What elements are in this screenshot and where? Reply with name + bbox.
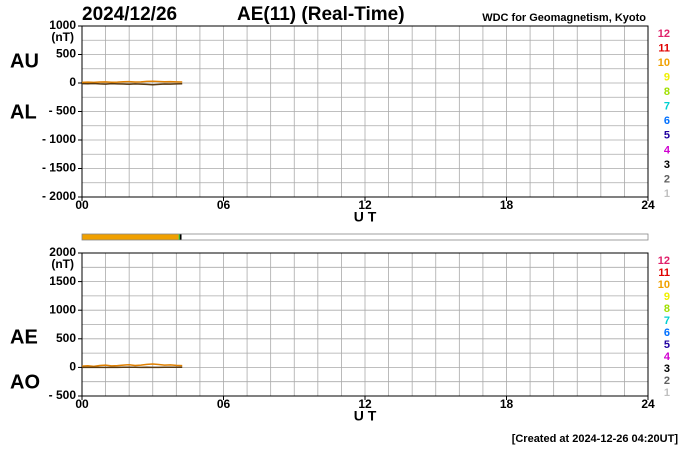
coverage-segment [82, 234, 179, 240]
series-name: AU [10, 50, 39, 72]
station-count: 3 [664, 159, 670, 171]
x-axis-label: U T [354, 209, 377, 225]
y-tick-label: 1000 [49, 18, 76, 32]
station-count: 10 [658, 279, 670, 291]
station-count: 1 [664, 188, 670, 200]
y-tick-label: - 1500 [42, 161, 76, 175]
series-name: AO [10, 371, 40, 393]
x-tick-label: 06 [217, 397, 231, 411]
x-tick-label: 12 [358, 198, 372, 212]
y-tick-label: 0 [69, 75, 76, 89]
station-count: 7 [664, 315, 670, 327]
footer: [Created at 2024-12-26 04:20UT] [512, 433, 679, 445]
date: 2024/12/26 [82, 4, 177, 25]
source: WDC for Geomagnetism, Kyoto [482, 12, 646, 24]
series-name: AE [10, 326, 38, 348]
station-count: 10 [658, 57, 670, 69]
y-tick-label: - 2000 [42, 189, 76, 203]
station-count: 5 [664, 339, 670, 351]
station-count: 2 [664, 375, 670, 387]
y-tick-label: 500 [56, 47, 76, 61]
station-count: 2 [664, 173, 670, 185]
y-tick-label: 1500 [49, 274, 76, 288]
series-line [81, 80, 183, 84]
x-tick-label: 06 [217, 198, 231, 212]
station-count: 6 [664, 327, 670, 339]
coverage-segment [179, 234, 182, 240]
station-count: 12 [658, 28, 670, 40]
y-tick-label: - 1000 [42, 132, 76, 146]
station-count: 11 [658, 42, 670, 54]
station-count: 11 [658, 267, 670, 279]
y-tick-label: - 500 [49, 388, 77, 402]
station-count: 9 [664, 291, 670, 303]
y-tick-label: 500 [56, 331, 76, 345]
station-count: 3 [664, 363, 670, 375]
y-tick-label: 2000 [49, 245, 76, 259]
station-count: 4 [664, 144, 671, 156]
x-tick-label: 00 [75, 198, 89, 212]
series-name: AL [10, 101, 37, 123]
coverage-segment [178, 234, 180, 240]
x-tick-label: 18 [500, 198, 514, 212]
station-count: 1 [664, 387, 670, 399]
unit-label: (nT) [51, 30, 74, 44]
y-tick-label: 0 [69, 360, 76, 374]
station-count: 5 [664, 130, 670, 142]
title: AE(11) (Real-Time) [237, 4, 405, 25]
station-count: 7 [664, 101, 670, 113]
x-tick-label: 00 [75, 397, 89, 411]
unit-label: (nT) [51, 257, 74, 271]
y-tick-label: - 500 [49, 104, 77, 118]
x-tick-label: 24 [641, 198, 655, 212]
series-line [81, 363, 183, 368]
x-tick-label: 12 [358, 397, 372, 411]
x-tick-label: 18 [500, 397, 514, 411]
series-line [81, 82, 183, 86]
x-tick-label: 24 [641, 397, 655, 411]
station-count: 8 [664, 86, 670, 98]
station-count: 8 [664, 303, 670, 315]
station-count: 12 [658, 255, 670, 267]
station-count: 4 [664, 351, 671, 363]
station-count: 9 [664, 72, 670, 84]
coverage-frame [81, 233, 649, 241]
x-axis-label: U T [354, 408, 377, 424]
station-count: 6 [664, 115, 670, 127]
y-tick-label: 1000 [49, 302, 76, 316]
